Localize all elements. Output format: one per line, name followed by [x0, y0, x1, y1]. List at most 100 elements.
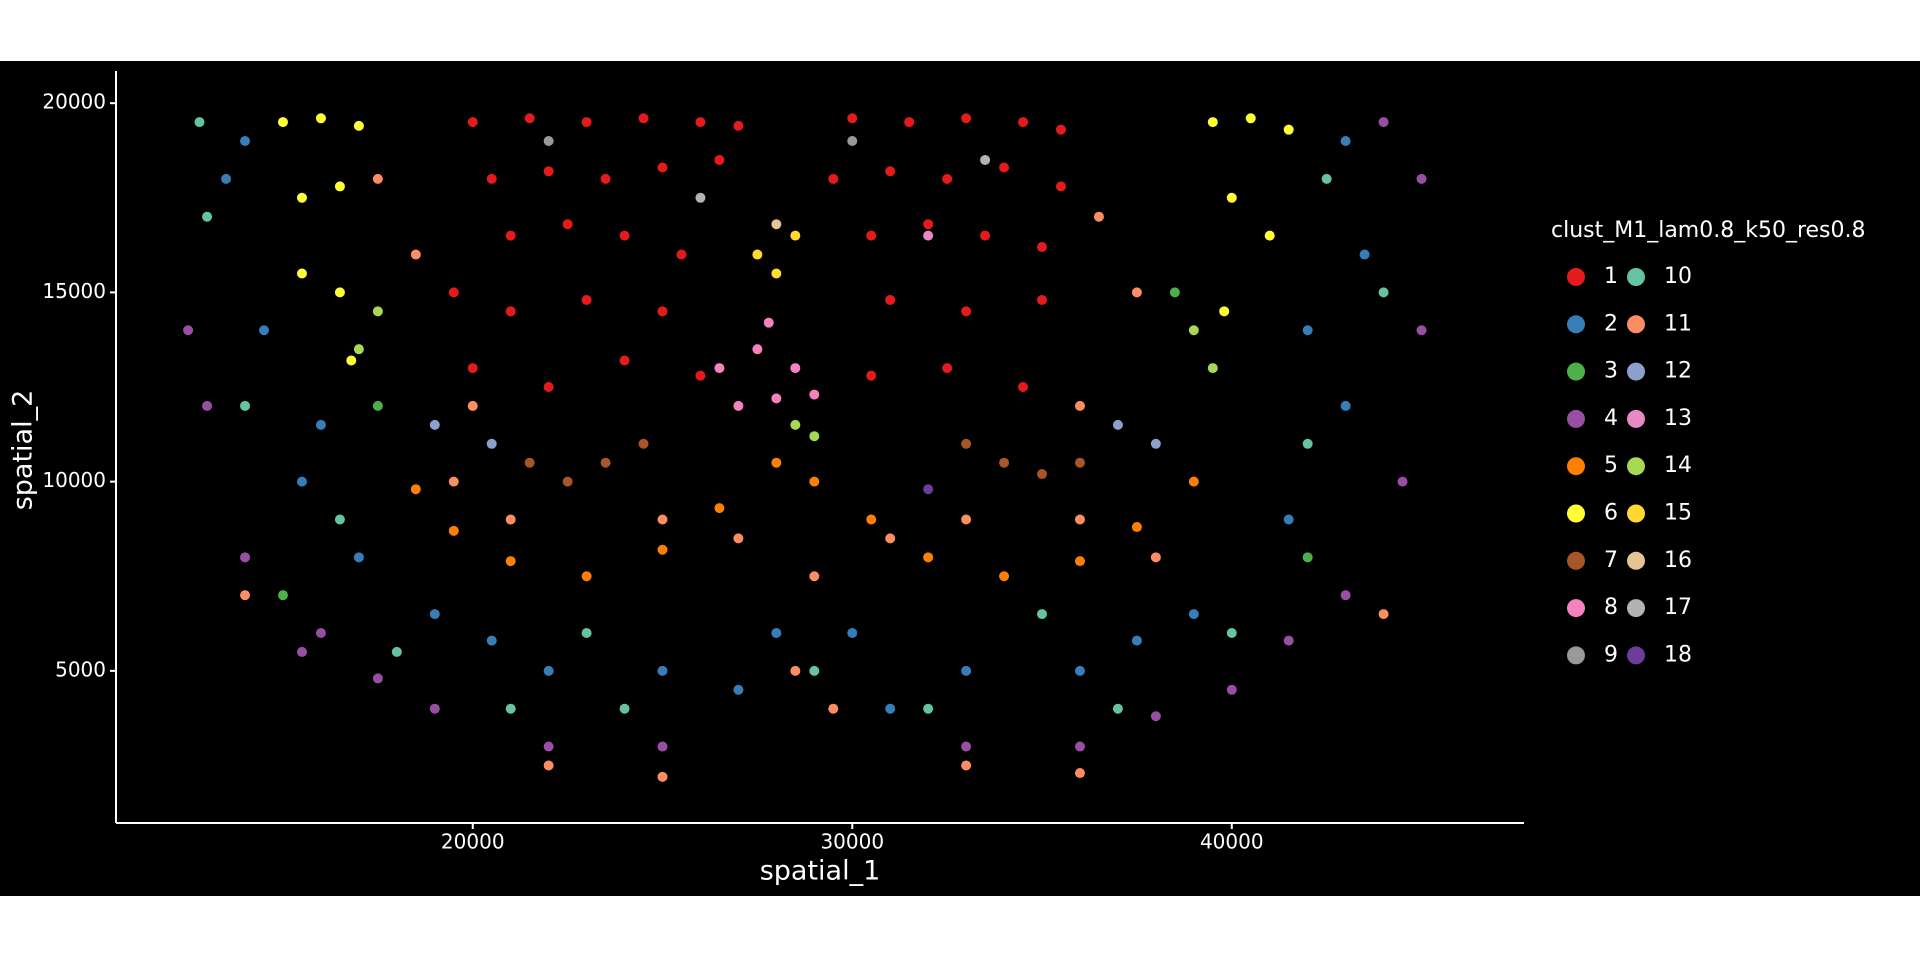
point — [790, 665, 801, 676]
legend-label: 15 — [1664, 501, 1692, 526]
point — [923, 484, 934, 495]
point — [467, 363, 478, 374]
point — [543, 166, 554, 177]
point — [1245, 113, 1256, 124]
point — [194, 117, 205, 128]
point — [391, 646, 402, 657]
point — [1018, 117, 1029, 128]
point — [505, 230, 516, 241]
y-axis-title: spatial_2 — [8, 390, 39, 511]
point — [733, 684, 744, 695]
legend-label: 7 — [1604, 548, 1618, 573]
point — [486, 635, 497, 646]
legend-marker — [1567, 551, 1585, 570]
point — [240, 136, 251, 147]
point — [980, 154, 991, 165]
point — [277, 117, 288, 128]
legend-marker — [1567, 457, 1585, 476]
point — [543, 136, 554, 147]
point — [1074, 457, 1085, 468]
point — [1219, 306, 1230, 317]
point — [771, 219, 782, 230]
point — [961, 760, 972, 771]
point — [1283, 124, 1294, 135]
legend-label: 9 — [1604, 642, 1618, 667]
point — [429, 609, 440, 620]
point — [695, 370, 706, 381]
point — [961, 514, 972, 525]
point — [334, 514, 345, 525]
point — [1416, 325, 1427, 336]
legend-label: 18 — [1664, 642, 1692, 667]
point — [657, 741, 668, 752]
point — [467, 117, 478, 128]
point — [581, 571, 592, 582]
point — [1378, 287, 1389, 298]
point — [1074, 665, 1085, 676]
legend-marker — [1567, 315, 1585, 334]
point — [1188, 609, 1199, 620]
point — [657, 162, 668, 173]
point — [809, 389, 820, 400]
point — [505, 306, 516, 317]
point — [353, 552, 364, 563]
point — [961, 438, 972, 449]
point — [372, 673, 383, 684]
point — [999, 457, 1010, 468]
point — [1207, 117, 1218, 128]
point — [581, 117, 592, 128]
point — [657, 544, 668, 555]
point — [771, 457, 782, 468]
point — [486, 438, 497, 449]
point — [752, 344, 763, 355]
point — [1150, 711, 1161, 722]
point — [1264, 230, 1275, 241]
legend-label: 5 — [1604, 453, 1618, 478]
point — [961, 306, 972, 317]
point — [505, 703, 516, 714]
point — [676, 249, 687, 260]
point — [790, 419, 801, 430]
point — [714, 154, 725, 165]
panel-background — [0, 61, 1920, 896]
point — [240, 552, 251, 563]
point — [1302, 438, 1313, 449]
point — [1188, 325, 1199, 336]
point — [202, 400, 213, 411]
point — [1055, 124, 1066, 135]
point — [410, 249, 421, 260]
point — [1397, 476, 1408, 487]
point — [353, 344, 364, 355]
point — [524, 457, 535, 468]
point — [429, 703, 440, 714]
point — [847, 628, 858, 639]
point — [1093, 211, 1104, 222]
point — [1131, 635, 1142, 646]
point — [600, 457, 611, 468]
point — [346, 355, 357, 366]
point — [763, 317, 774, 328]
y-tick-label: 15000 — [42, 279, 106, 303]
point — [543, 741, 554, 752]
point — [296, 192, 307, 203]
point — [923, 552, 934, 563]
point — [809, 476, 820, 487]
legend-marker — [1627, 362, 1645, 381]
point — [562, 219, 573, 230]
point — [733, 120, 744, 131]
point — [1226, 628, 1237, 639]
point — [240, 590, 251, 601]
legend-label: 11 — [1664, 311, 1692, 336]
legend-marker — [1567, 268, 1585, 286]
point — [657, 665, 668, 676]
point — [771, 393, 782, 404]
point — [1074, 400, 1085, 411]
point — [543, 382, 554, 393]
legend-marker — [1627, 268, 1645, 286]
point — [923, 219, 934, 230]
point — [1283, 514, 1294, 525]
point — [1302, 325, 1313, 336]
point — [733, 533, 744, 544]
point — [1226, 684, 1237, 695]
